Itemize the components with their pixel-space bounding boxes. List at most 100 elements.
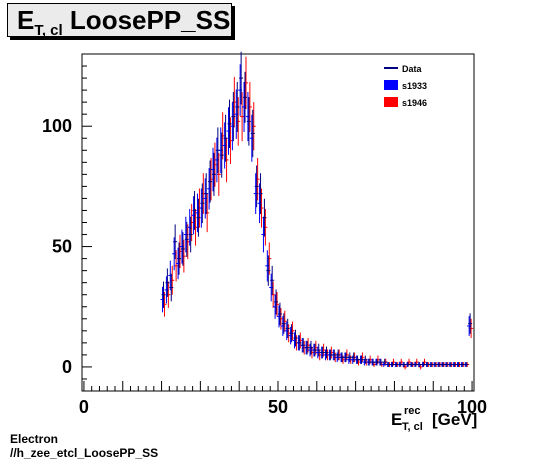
footer-histogram-path: //h_zee_etcl_LoosePP_SS bbox=[10, 446, 159, 460]
legend: Data s1933 s1946 bbox=[384, 64, 427, 108]
data-point bbox=[324, 346, 329, 359]
data-point bbox=[312, 343, 317, 357]
data-point bbox=[343, 352, 348, 363]
x-axis-label-unit: [GeV] bbox=[432, 410, 477, 429]
data-point bbox=[406, 362, 411, 367]
data-point bbox=[173, 224, 178, 260]
data-point bbox=[192, 191, 197, 230]
data-point bbox=[169, 273, 174, 302]
data-point bbox=[413, 362, 418, 367]
x-axis-label-main: E bbox=[391, 410, 402, 429]
data-point bbox=[371, 358, 376, 366]
data-point bbox=[211, 152, 216, 196]
data-point bbox=[308, 340, 313, 355]
data-point bbox=[258, 173, 263, 215]
data-point bbox=[409, 362, 414, 367]
data-point bbox=[231, 92, 236, 142]
data-point bbox=[444, 362, 449, 367]
x-axis-label-sup: rec bbox=[404, 405, 421, 417]
data-point bbox=[180, 232, 185, 266]
data-point bbox=[246, 97, 251, 146]
data-point bbox=[332, 349, 337, 361]
data-point bbox=[262, 198, 267, 237]
y-tick-label: 0 bbox=[62, 357, 72, 377]
legend-label-data: Data bbox=[402, 64, 423, 74]
data-point bbox=[394, 362, 399, 367]
data-point bbox=[316, 343, 321, 357]
data-point bbox=[240, 92, 245, 142]
series-data bbox=[161, 51, 473, 367]
data-point bbox=[398, 362, 403, 367]
data-point bbox=[460, 362, 465, 367]
data-point bbox=[297, 335, 302, 351]
data-point bbox=[382, 358, 387, 366]
data-point bbox=[390, 362, 395, 367]
data-point bbox=[448, 362, 453, 367]
x-tick-label: 100 bbox=[457, 397, 487, 417]
data-point bbox=[468, 313, 473, 334]
data-point bbox=[336, 349, 341, 361]
data-point bbox=[320, 346, 325, 359]
legend-label-s1933: s1933 bbox=[402, 81, 427, 91]
data-point bbox=[340, 352, 345, 363]
data-point bbox=[250, 109, 255, 158]
data-point bbox=[285, 318, 290, 339]
y-tick-label: 100 bbox=[42, 116, 72, 136]
data-point bbox=[204, 173, 209, 215]
data-point bbox=[305, 340, 310, 355]
axes: 0 50 100 0 50 100 bbox=[42, 53, 487, 417]
data-point bbox=[402, 362, 407, 367]
data-point bbox=[239, 51, 244, 105]
chart-title: ET, cl LoosePP_SS bbox=[17, 5, 231, 39]
data-point bbox=[456, 362, 461, 367]
data-point bbox=[452, 362, 457, 367]
data-point bbox=[328, 349, 333, 361]
data-point bbox=[174, 250, 179, 282]
data-point bbox=[270, 265, 275, 295]
y-tick-label: 50 bbox=[52, 237, 72, 257]
data-point bbox=[301, 338, 306, 353]
data-point bbox=[161, 281, 166, 308]
footer-category: Electron bbox=[10, 432, 59, 446]
legend-swatch-s1933 bbox=[384, 80, 398, 90]
data-point bbox=[359, 355, 364, 364]
legend-label-s1946: s1946 bbox=[402, 98, 427, 108]
data-point bbox=[293, 329, 298, 347]
data-point bbox=[215, 127, 220, 174]
data-point bbox=[347, 352, 352, 363]
data-point bbox=[188, 216, 193, 253]
data-point bbox=[437, 362, 442, 367]
data-point bbox=[200, 183, 205, 224]
data-point bbox=[277, 302, 282, 326]
data-point bbox=[363, 355, 368, 364]
data-point bbox=[351, 352, 356, 363]
data-point bbox=[165, 268, 170, 297]
data-point bbox=[289, 324, 294, 343]
legend-swatch-s1946 bbox=[384, 97, 398, 107]
data-point bbox=[386, 362, 391, 367]
data-point bbox=[378, 358, 383, 366]
data-point bbox=[254, 165, 259, 208]
title-box: ET, cl LoosePP_SS bbox=[7, 3, 232, 39]
data-point bbox=[266, 255, 271, 286]
data-point bbox=[421, 362, 426, 367]
data-point bbox=[235, 81, 240, 132]
x-axis-label-sub: T, cl bbox=[402, 421, 423, 433]
data-point bbox=[219, 132, 224, 178]
data-point bbox=[425, 362, 430, 367]
data-point bbox=[374, 358, 379, 366]
data-marks bbox=[160, 51, 474, 370]
data-point bbox=[429, 362, 434, 367]
data-point bbox=[208, 160, 213, 203]
data-point bbox=[243, 71, 248, 123]
data-point bbox=[196, 198, 201, 237]
data-point bbox=[355, 355, 360, 364]
data-point bbox=[223, 114, 228, 162]
data-point bbox=[281, 313, 286, 334]
data-point bbox=[433, 362, 438, 367]
x-tick-label: 0 bbox=[79, 397, 89, 417]
x-tick-label: 50 bbox=[268, 397, 288, 417]
data-point bbox=[367, 358, 372, 366]
